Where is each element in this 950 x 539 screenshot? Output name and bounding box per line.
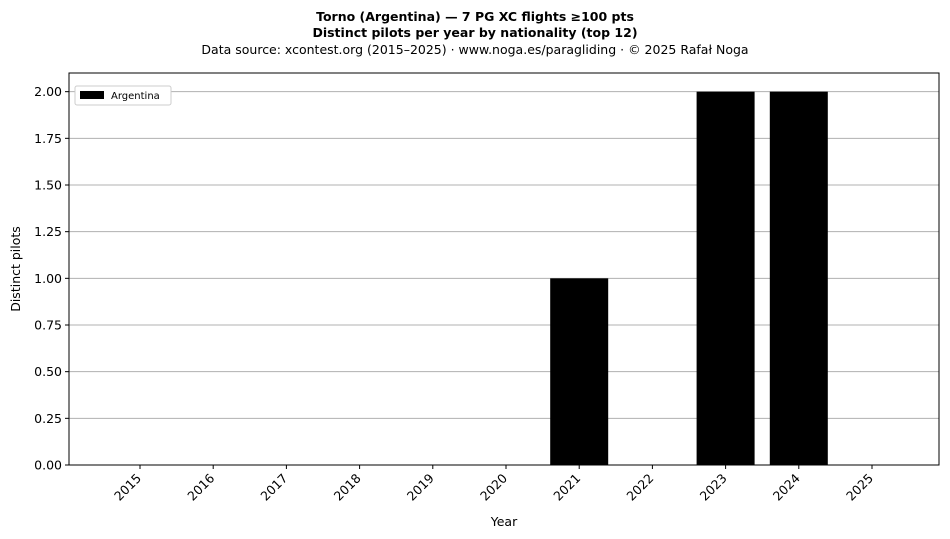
y-tick-label: 1.25 bbox=[34, 224, 62, 239]
bars bbox=[550, 91, 828, 466]
x-tick-label: 2024 bbox=[770, 470, 803, 503]
legend[interactable]: Argentina bbox=[74, 85, 172, 106]
x-axis-ticks: 2015 2016 2017 2018 2019 2020 2021 2022 2023 2024… bbox=[111, 465, 876, 504]
bar-2021 bbox=[550, 278, 609, 465]
x-tick-label: 2015 bbox=[111, 471, 144, 504]
bar-2024 bbox=[769, 91, 828, 466]
y-tick-label: 1.50 bbox=[34, 178, 62, 193]
x-tick-label: 2016 bbox=[184, 470, 217, 503]
chart-subtitle: Distinct pilots per year by nationality … bbox=[312, 25, 638, 40]
x-tick-label: 2020 bbox=[477, 470, 510, 503]
bar-2023 bbox=[696, 91, 755, 466]
data-source-note: Data source: xcontest.org (2015–2025) · … bbox=[201, 42, 749, 57]
x-tick-label: 2017 bbox=[257, 471, 290, 504]
y-tick-label: 0.75 bbox=[34, 318, 62, 333]
y-tick-label: 0.50 bbox=[34, 364, 62, 379]
y-axis-ticks: 0.00 0.25 0.50 0.75 1.00 1.25 1.50 1.75 2.00 bbox=[34, 84, 69, 473]
y-tick-label: 2.00 bbox=[34, 84, 62, 99]
y-tick-label: 0.00 bbox=[34, 458, 62, 473]
plot-frame bbox=[68, 72, 940, 466]
legend-swatch bbox=[80, 91, 104, 99]
x-tick-label: 2018 bbox=[331, 470, 364, 503]
y-axis-label: Distinct pilots bbox=[8, 226, 23, 312]
x-tick-label: 2021 bbox=[550, 471, 583, 504]
x-tick-label: 2019 bbox=[404, 470, 437, 503]
y-tick-label: 1.00 bbox=[34, 271, 62, 286]
x-tick-label: 2023 bbox=[697, 471, 730, 504]
y-tick-label: 0.25 bbox=[34, 411, 62, 426]
x-tick-label: 2022 bbox=[623, 471, 656, 504]
x-axis-label: Year bbox=[490, 514, 518, 529]
chart-title: Torno (Argentina) — 7 PG XC flights ≥100… bbox=[316, 9, 634, 24]
y-tick-label: 1.75 bbox=[34, 131, 62, 146]
legend-box bbox=[74, 85, 172, 106]
x-tick-label: 2025 bbox=[843, 471, 876, 504]
legend-label: Argentina bbox=[111, 91, 160, 102]
